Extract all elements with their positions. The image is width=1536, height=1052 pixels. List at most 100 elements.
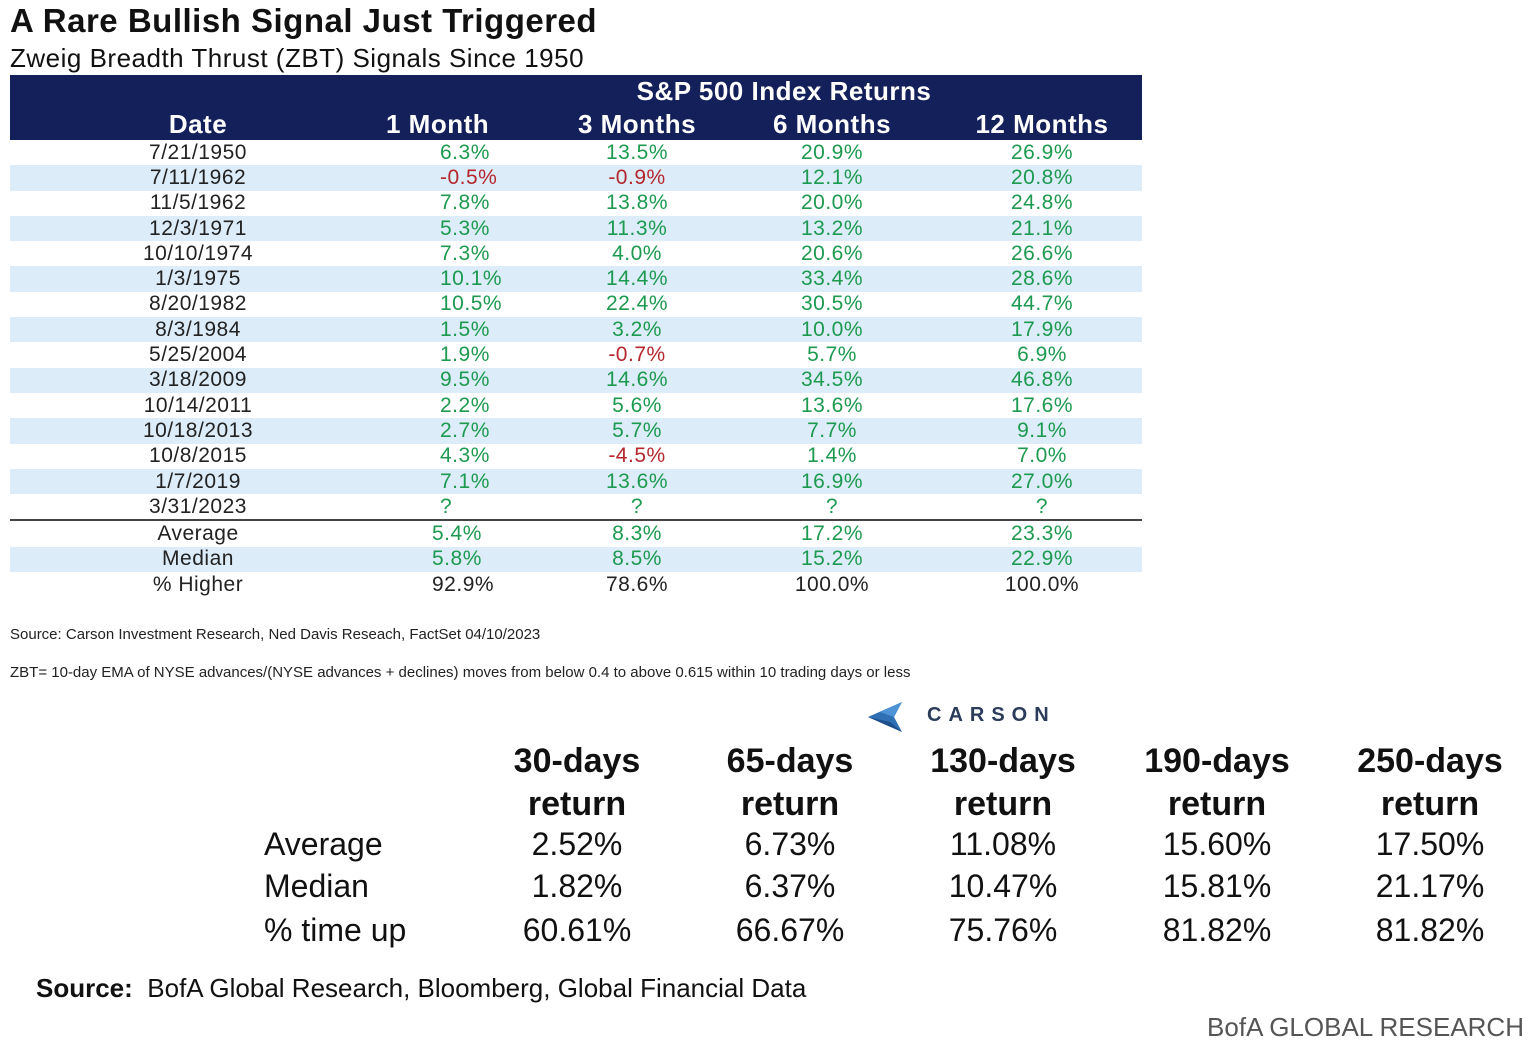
cell-12-months: 20.8% (942, 165, 1142, 191)
cell-1-month: 10.5% (440, 292, 503, 316)
table-row: 10/8/2015 4.3% -4.5% 1.4% 7.0% (10, 444, 1142, 469)
cell-3-months: 22.4% (605, 292, 669, 316)
bofa-cell: 81.82% (1375, 912, 1485, 948)
cell-12-months: 17.9% (942, 317, 1142, 343)
cell-12-months: 44.7% (1010, 292, 1074, 316)
cell-12-months: 21.1% (942, 215, 1142, 242)
summary-label: % Higher (152, 572, 244, 596)
bofa-row-label: Median (264, 868, 369, 904)
bofa-column-header-line1: 250-days (1357, 742, 1503, 780)
cell-6-months: 20.6% (800, 241, 864, 265)
cell-12-months: 6.9% (1017, 343, 1067, 367)
cell-6-months: 13.2% (722, 215, 942, 242)
bofa-column-header-line2: return (740, 785, 840, 823)
bofa-cell: 66.67% (735, 912, 845, 948)
table-row: 7/11/1962 -0.5% -0.9% 12.1% 20.8% (10, 165, 1142, 191)
cell-12-months: 7.0% (1017, 444, 1067, 468)
bofa-column-header-line1: 190-days (1144, 742, 1290, 780)
cell-3-months: ? (630, 494, 644, 518)
bofa-column-header-line2: return (527, 785, 627, 823)
cell-1-month: 1.5% (386, 317, 552, 343)
bofa-cell: 6.73% (744, 826, 836, 862)
cell-date: 1/3/1975 (10, 266, 386, 292)
cell-1-month: 10.1% (386, 266, 552, 292)
cell-12-months: 17.6% (1010, 393, 1074, 417)
table-row: 5/25/2004 1.9% -0.7% 5.7% 6.9% (10, 342, 1142, 367)
chart-subtitle: Zweig Breadth Thrust (ZBT) Signals Since… (10, 43, 585, 73)
cell-12-months: 27.0% (942, 468, 1142, 495)
summary-row: Median 5.8% 8.5% 15.2% 22.9% (10, 546, 1142, 573)
bofa-cell: 60.61% (522, 912, 632, 948)
bofa-row-label: Average (264, 826, 383, 862)
summary-cell-1-month: 92.9% (432, 572, 495, 596)
zbt-source: Source: Carson Investment Research, Ned … (10, 626, 541, 643)
cell-1-month: 2.7% (386, 418, 552, 444)
cell-6-months: 20.9% (800, 140, 864, 164)
table-row: 12/3/1971 5.3% 11.3% 13.2% 21.1% (10, 215, 1142, 242)
table-row: 3/18/2009 9.5% 14.6% 34.5% 46.8% (10, 367, 1142, 393)
cell-3-months: 13.6% (552, 468, 722, 495)
table-row: 1/7/2019 7.1% 13.6% 16.9% 27.0% (10, 468, 1142, 495)
bofa-column-header-line1: 30-days (513, 742, 641, 780)
cell-12-months: ? (1035, 494, 1049, 518)
cell-date: 7/21/1950 (149, 140, 247, 164)
group-header: S&P 500 Index Returns (386, 75, 1142, 108)
group-header-row: S&P 500 Index Returns (10, 75, 1142, 108)
column-header-3-months: 3 Months (552, 108, 722, 140)
bofa-cell: 15.81% (1162, 868, 1272, 904)
cell-1-month: 2.2% (440, 393, 490, 417)
cell-3-months: -0.7% (608, 343, 666, 367)
summary-cell-6-months: 15.2% (722, 546, 942, 573)
cell-6-months: ? (825, 494, 839, 518)
cell-1-month: 7.8% (440, 191, 490, 215)
bofa-column-header: 130-days return (897, 740, 1109, 826)
cell-date: 10/10/1974 (142, 241, 254, 265)
cell-6-months: 33.4% (722, 266, 942, 292)
bofa-cell: 11.08% (949, 826, 1057, 862)
cell-6-months: 16.9% (722, 468, 942, 495)
table-row: 3/31/2023???? (10, 494, 1142, 520)
cell-1-month: 6.3% (440, 140, 490, 164)
bofa-column-header: 65-days return (684, 740, 896, 826)
cell-1-month: ? (440, 494, 453, 518)
cell-date: 10/14/2011 (143, 393, 253, 417)
bofa-column-header: 30-days return (471, 740, 683, 826)
bofa-cell: 17.50% (1375, 826, 1485, 862)
bofa-cell: 21.17% (1375, 868, 1485, 904)
summary-cell-12-months: 100.0% (1004, 572, 1080, 596)
table-row: 7/21/1950 6.3% 13.5% 20.9% 26.9% (10, 140, 1142, 165)
cell-date: 12/3/1971 (10, 215, 386, 242)
cell-6-months: 1.4% (807, 444, 857, 468)
bofa-cell: 6.37% (744, 868, 836, 904)
cell-6-months: 12.1% (722, 165, 942, 191)
summary-cell-6-months: 100.0% (794, 572, 870, 596)
bofa-column-header-line2: return (953, 785, 1053, 823)
summary-cell-1-month: 5.8% (386, 546, 552, 573)
carson-logo-icon (868, 702, 902, 732)
cell-1-month: 7.3% (440, 241, 490, 265)
table-row: 8/3/1984 1.5% 3.2% 10.0% 17.9% (10, 317, 1142, 343)
column-header-date: Date (10, 108, 386, 140)
cell-3-months: 13.8% (605, 191, 669, 215)
bofa-column-header-line1: 65-days (726, 742, 854, 780)
zbt-table-body: 7/21/1950 6.3% 13.5% 20.9% 26.9% 7/11/1962 -0.… (10, 140, 1142, 597)
table-row: 11/5/1962 7.8% 13.8% 20.0% 24.8% (10, 191, 1142, 216)
column-header-1-month: 1 Month (386, 108, 552, 140)
cell-6-months: 20.0% (800, 191, 864, 215)
cell-date: 3/31/2023 (149, 494, 247, 518)
cell-3-months: 5.7% (552, 418, 722, 444)
chart-title: A Rare Bullish Signal Just Triggered (10, 2, 598, 39)
table-row: 10/10/1974 7.3% 4.0% 20.6% 26.6% (10, 241, 1142, 266)
cell-12-months: 28.6% (942, 266, 1142, 292)
zbt-returns-table: S&P 500 Index Returns Date 1 Month 3 Mon… (10, 75, 1142, 597)
cell-6-months: 10.0% (722, 317, 942, 343)
summary-cell-1-month: 5.4% (386, 519, 552, 547)
cell-date: 3/18/2009 (10, 367, 386, 393)
table-row: 1/3/1975 10.1% 14.4% 33.4% 28.6% (10, 266, 1142, 292)
cell-12-months: 46.8% (942, 367, 1142, 393)
summary-cell-12-months: 22.9% (942, 546, 1142, 573)
cell-6-months: 7.7% (722, 418, 942, 444)
summary-cell-3-months: 8.3% (552, 519, 722, 547)
table-row: 10/18/2013 2.7% 5.7% 7.7% 9.1% (10, 418, 1142, 444)
bofa-source-text: BofA Global Research, Bloomberg, Global … (147, 973, 807, 1003)
